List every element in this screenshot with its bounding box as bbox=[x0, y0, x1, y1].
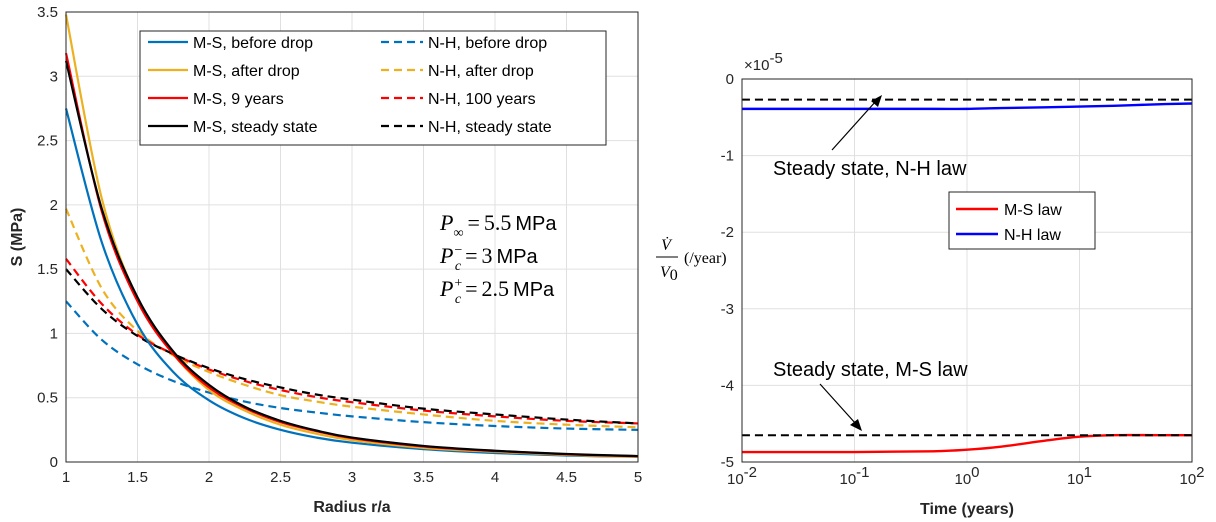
legend-entry-label: M-S, after drop bbox=[193, 63, 300, 80]
ms-arrow-line bbox=[819, 383, 857, 425]
right-legend: M-S law N-H law bbox=[948, 191, 1096, 250]
right-y-tick-label: 0 bbox=[726, 71, 734, 88]
right-y-tick-label: -4 bbox=[721, 377, 734, 394]
left-y-tick-label: 0.5 bbox=[37, 390, 58, 407]
ms-arrow-head bbox=[850, 419, 862, 431]
left-x-tick-label: 5 bbox=[634, 469, 642, 486]
right-y-tick-label: -2 bbox=[721, 224, 734, 241]
right-tick-labels: 10-2 10-1 100 101 102 0 -1 -2 -3 -4 -5 bbox=[721, 71, 1205, 488]
left-x-tick-label: 1 bbox=[62, 469, 70, 486]
ms-steady-annotation: Steady state, M-S law bbox=[773, 359, 968, 431]
legend-entry-label: N-H, before drop bbox=[428, 35, 547, 52]
left-series-lines bbox=[64, 14, 639, 458]
nh-steady-annotation: Steady state, N-H law bbox=[773, 95, 967, 180]
left-series-line bbox=[65, 268, 639, 425]
left-series-line bbox=[64, 108, 639, 458]
legend-entry-label: N-H, steady state bbox=[428, 119, 552, 136]
left-x-tick-label: 2 bbox=[205, 469, 213, 486]
left-x-tick-label: 4 bbox=[491, 469, 499, 486]
left-x-tick-label: 3 bbox=[348, 469, 356, 486]
right-series-line bbox=[741, 433, 1192, 454]
right-series-lines bbox=[741, 98, 1193, 454]
left-x-tick-label: 1.5 bbox=[127, 469, 148, 486]
left-tick-labels: 1 1.5 2 2.5 3 3.5 4 4.5 5 0 0.5 1 1.5 2 2.5 3 3.5 bbox=[37, 4, 642, 486]
legend-entry-label: M-S law bbox=[1004, 202, 1062, 219]
right-x-axis-label: Time (years) bbox=[920, 501, 1014, 518]
p-c-plus-annotation: P+ c = 2.5 MPa bbox=[439, 276, 555, 307]
right-series-line bbox=[742, 102, 1193, 111]
right-y-tick-label: -5 bbox=[721, 454, 734, 471]
right-y-tick-label: -3 bbox=[721, 301, 734, 318]
nh-arrow-line bbox=[831, 100, 877, 151]
left-y-axis-label: S (MPa) bbox=[9, 208, 26, 267]
legend-entry-label: N-H, 100 years bbox=[428, 91, 536, 108]
right-y-tick-label: -1 bbox=[721, 148, 734, 165]
right-x-tick-label: 10-1 bbox=[839, 464, 869, 488]
legend-entry-label: M-S, before drop bbox=[193, 35, 313, 52]
p-inf-annotation: P∞ = 5.5 MPa bbox=[439, 210, 557, 241]
legend-entry-label: N-H law bbox=[1004, 227, 1061, 244]
left-y-tick-label: 2.5 bbox=[37, 133, 58, 150]
nh-arrow-head bbox=[871, 95, 882, 107]
left-y-tick-label: 3 bbox=[50, 68, 58, 85]
legend-entry-label: M-S, 9 years bbox=[193, 91, 284, 108]
p-c-minus-annotation: P− c = 3 MPa bbox=[439, 243, 539, 274]
right-chart: 10-2 10-1 100 101 102 0 -1 -2 -3 -4 -5 ×10-5 Time … bbox=[656, 50, 1205, 518]
left-y-tick-label: 0 bbox=[50, 454, 58, 471]
y-label-unit: (/year) bbox=[684, 250, 727, 267]
right-y-axis-label: V̇ V0 (/year) bbox=[656, 237, 727, 284]
right-x-tick-label: 10-2 bbox=[727, 464, 757, 488]
legend-entry-label: M-S, steady state bbox=[193, 119, 318, 136]
y-label-numerator: V̇ bbox=[661, 237, 673, 254]
legend-entry-label: N-H, after drop bbox=[428, 63, 534, 80]
left-x-tick-label: 3.5 bbox=[413, 469, 434, 486]
y-multiplier: ×10-5 bbox=[744, 50, 783, 74]
left-series-line bbox=[64, 208, 639, 429]
left-y-tick-label: 2 bbox=[50, 197, 58, 214]
left-x-tick-label: 4.5 bbox=[556, 469, 577, 486]
left-chart: 1 1.5 2 2.5 3 3.5 4 4.5 5 0 0.5 1 1.5 2 2.5 3 3.5 Radius… bbox=[9, 4, 642, 516]
ms-steady-label: Steady state, M-S law bbox=[773, 359, 968, 381]
left-y-tick-label: 1.5 bbox=[37, 261, 58, 278]
left-y-tick-label: 1 bbox=[50, 325, 58, 342]
right-x-tick-label: 100 bbox=[954, 464, 979, 488]
left-axes-box bbox=[65, 11, 639, 463]
right-axes-box bbox=[741, 78, 1193, 463]
pressure-annotations: P∞ = 5.5 MPa P− c = 3 MPa P+ c = 2.5 MPa bbox=[439, 210, 557, 307]
right-x-tick-label: 102 bbox=[1179, 464, 1204, 488]
left-x-tick-label: 2.5 bbox=[270, 469, 291, 486]
left-series-line bbox=[65, 300, 639, 431]
left-y-tick-label: 3.5 bbox=[37, 4, 58, 21]
y-label-denominator: V0 bbox=[660, 264, 678, 284]
nh-steady-label: Steady state, N-H law bbox=[773, 158, 967, 180]
left-series-line bbox=[64, 60, 639, 458]
left-legend: M-S, before drop M-S, after drop M-S, 9 ye… bbox=[139, 30, 607, 146]
left-x-axis-label: Radius r/a bbox=[313, 499, 390, 516]
right-x-tick-label: 101 bbox=[1067, 464, 1092, 488]
